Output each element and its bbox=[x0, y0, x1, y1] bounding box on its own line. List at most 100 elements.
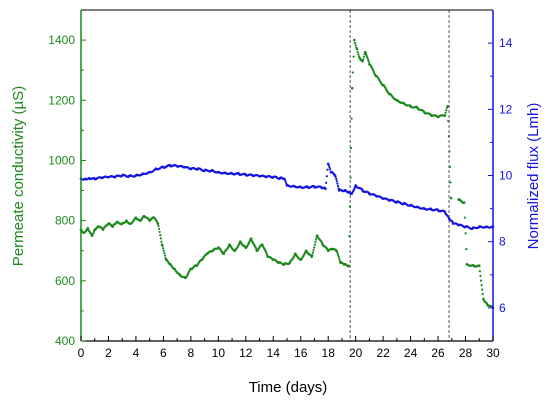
conductivity-point bbox=[163, 252, 166, 255]
conductivity-point bbox=[162, 249, 165, 252]
conductivity-point bbox=[351, 71, 355, 74]
right-y-tick-label: 12 bbox=[499, 102, 513, 116]
conductivity-point bbox=[464, 232, 467, 235]
conductivity-point bbox=[463, 216, 466, 219]
conductivity-point bbox=[446, 104, 449, 108]
x-tick-label: 30 bbox=[486, 346, 500, 360]
left-y-axis-title: Permeate conductivity (µS) bbox=[10, 86, 27, 266]
conductivity-point bbox=[255, 247, 258, 250]
conductivity-point bbox=[337, 256, 340, 259]
left-y-tick-label: 1400 bbox=[48, 33, 75, 47]
x-tick-label: 12 bbox=[239, 346, 253, 360]
left-y-tick-label: 1200 bbox=[48, 93, 75, 107]
left-y-tick-label: 600 bbox=[55, 274, 75, 288]
conductivity-point bbox=[349, 176, 352, 179]
conductivity-point bbox=[362, 55, 366, 58]
conductivity-point bbox=[157, 224, 160, 228]
conductivity-point bbox=[86, 226, 90, 230]
conductivity-point bbox=[312, 249, 315, 252]
conductivity-point bbox=[336, 252, 339, 255]
x-tick-label: 4 bbox=[133, 346, 140, 360]
x-tick-label: 18 bbox=[322, 346, 336, 360]
axes bbox=[80, 9, 494, 342]
flux-point bbox=[325, 175, 328, 178]
x-axis-title: Time (days) bbox=[249, 379, 328, 396]
flux-point bbox=[326, 162, 330, 166]
conductivity-point bbox=[448, 165, 452, 168]
conductivity-point bbox=[348, 205, 352, 208]
flux-point bbox=[327, 164, 330, 167]
conductivity-point bbox=[311, 251, 315, 254]
conductivity-series bbox=[79, 38, 495, 310]
x-tick-label: 28 bbox=[459, 346, 473, 360]
right-y-axis-title: Normalized flux (Lmh) bbox=[525, 103, 542, 250]
conductivity-point bbox=[161, 244, 164, 248]
conductivity-point bbox=[445, 109, 448, 112]
x-tick-label: 10 bbox=[212, 346, 226, 360]
x-tick-label: 20 bbox=[349, 346, 363, 360]
conductivity-point bbox=[92, 232, 95, 235]
conductivity-point bbox=[158, 230, 161, 234]
conductivity-point bbox=[311, 254, 314, 257]
conductivity-point bbox=[356, 51, 359, 54]
tick-labels: 0 2 4 6 8 10 12 14 16 18 20 22 24 26 28 304006008001000… bbox=[48, 33, 512, 360]
conductivity-point bbox=[313, 243, 316, 247]
x-tick-label: 16 bbox=[294, 346, 308, 360]
right-y-tick-label: 10 bbox=[499, 169, 513, 183]
conductivity-point bbox=[159, 237, 162, 240]
x-tick-label: 0 bbox=[78, 346, 85, 360]
conductivity-point bbox=[478, 270, 481, 273]
x-tick-label: 22 bbox=[376, 346, 390, 360]
conductivity-point bbox=[314, 241, 317, 244]
conductivity-point bbox=[465, 248, 468, 251]
conductivity-point bbox=[354, 44, 357, 47]
flux-point bbox=[329, 168, 332, 171]
conductivity-point bbox=[481, 292, 484, 296]
flux-point bbox=[324, 187, 327, 191]
conductivity-point bbox=[366, 57, 369, 60]
dashed-vertical-lines bbox=[349, 10, 450, 341]
conductivity-point bbox=[479, 274, 482, 278]
conductivity-point bbox=[157, 227, 161, 230]
conductivity-point bbox=[443, 114, 447, 117]
conductivity-point bbox=[447, 119, 450, 123]
conductivity-point bbox=[337, 254, 340, 257]
conductivity-point bbox=[313, 246, 316, 249]
conductivity-point bbox=[249, 237, 253, 240]
conductivity-point bbox=[357, 53, 360, 56]
conductivity-point bbox=[338, 258, 341, 261]
conductivity-point bbox=[449, 181, 452, 184]
right-y-tick-label: 6 bbox=[499, 301, 506, 315]
flux-point bbox=[283, 178, 287, 181]
x-tick-label: 14 bbox=[267, 346, 281, 360]
conductivity-point bbox=[160, 240, 163, 243]
flux-point bbox=[336, 182, 339, 185]
conductivity-point bbox=[350, 86, 354, 90]
tick-marks bbox=[80, 39, 494, 342]
conductivity-point bbox=[367, 60, 370, 63]
flux-point bbox=[326, 168, 329, 171]
conductivity-point bbox=[347, 264, 351, 268]
x-tick-label: 6 bbox=[160, 346, 167, 360]
conductivity-point bbox=[447, 134, 450, 138]
conductivity-point bbox=[367, 58, 370, 62]
conductivity-point bbox=[156, 222, 160, 225]
conductivity-point bbox=[91, 233, 94, 236]
conductivity-point bbox=[480, 284, 483, 287]
x-tick-label: 8 bbox=[188, 346, 195, 360]
conductivity-point bbox=[159, 234, 162, 237]
x-tick-label: 24 bbox=[404, 346, 418, 360]
conductivity-point bbox=[350, 117, 353, 120]
conductivity-point bbox=[462, 201, 466, 204]
conductivity-point bbox=[444, 111, 447, 114]
flux-point bbox=[328, 166, 331, 169]
flux-point bbox=[284, 180, 287, 183]
conductivity-point bbox=[355, 47, 359, 51]
left-y-tick-label: 800 bbox=[55, 214, 75, 228]
conductivity-point bbox=[352, 38, 356, 42]
flux-point bbox=[334, 175, 337, 178]
conductivity-point bbox=[353, 41, 357, 45]
conductivity-point bbox=[349, 147, 353, 150]
flux-point bbox=[336, 184, 340, 188]
